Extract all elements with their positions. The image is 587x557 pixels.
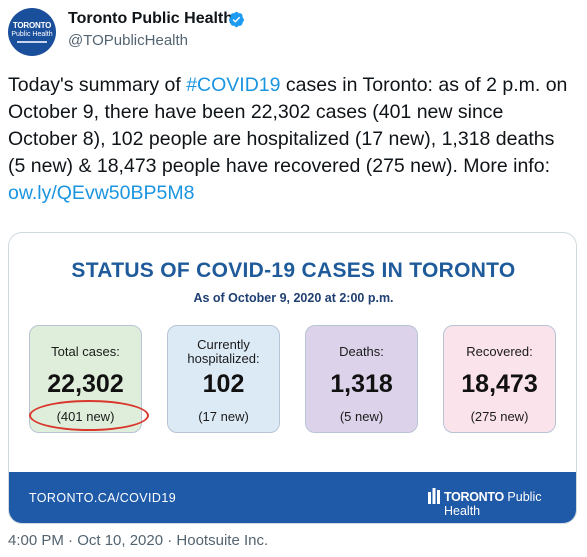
card-footer: TORONTO.CA/COVID19 TORONTO Public Health [9, 472, 576, 523]
footer-logo-bold: TORONTO [444, 490, 504, 504]
avatar[interactable]: TORONTO Public Health [8, 8, 56, 56]
stat-new: (5 new) [339, 409, 384, 424]
stat-label: Recovered: [466, 344, 533, 359]
more-info-link[interactable]: ow.ly/QEvw50BP5M8 [8, 182, 195, 204]
tweet-text-part-1: Today's summary of [8, 74, 187, 96]
footer-logo-rest: Public Health [444, 490, 542, 518]
tweet-text-part-2: cases in Toronto: as of 2 p.m. on Octobe… [8, 74, 568, 177]
tweet-text: Today's summary of #COVID19 cases in Tor… [8, 72, 568, 207]
card-subtitle: As of October 9, 2020 at 2:00 p.m. [193, 291, 394, 305]
stat-value: 102 [202, 370, 245, 398]
stat-new: (275 new) [470, 409, 529, 424]
handle[interactable]: @TOPublicHealth [68, 32, 188, 49]
display-name[interactable]: Toronto Public Health [68, 10, 234, 27]
tweet-timestamp[interactable]: 4:00 PM · Oct 10, 2020 · Hootsuite Inc. [8, 532, 269, 549]
stat-label: Deaths: [339, 344, 384, 359]
stat-value: 18,473 [461, 370, 538, 398]
footer-logo-text: TORONTO Public Health [444, 490, 576, 518]
verified-badge-icon [229, 11, 244, 28]
avatar-stripe [17, 41, 47, 43]
stat-new: (17 new) [198, 409, 249, 424]
stat-box-deaths: Deaths: 1,318 (5 new) [305, 325, 418, 433]
red-highlight-circle [29, 400, 149, 431]
stat-box-hospitalized: Currently hospitalized: 102 (17 new) [167, 325, 280, 433]
stat-box-recovered: Recovered: 18,473 (275 new) [443, 325, 556, 433]
stat-value: 1,318 [330, 370, 393, 398]
hashtag-link[interactable]: #COVID19 [186, 74, 281, 96]
toronto-logo-icon [428, 488, 440, 504]
card-title: STATUS OF COVID-19 CASES IN TORONTO [71, 259, 516, 282]
footer-url: TORONTO.CA/COVID19 [29, 491, 177, 505]
avatar-text-toronto: TORONTO [12, 21, 52, 30]
stat-label: Currently hospitalized: [187, 337, 260, 366]
stat-value: 22,302 [47, 370, 124, 398]
stat-label: Total cases: [51, 344, 120, 359]
media-card[interactable]: STATUS OF COVID-19 CASES IN TORONTO As o… [8, 232, 577, 524]
avatar-text-public-health: Public Health [11, 31, 53, 38]
